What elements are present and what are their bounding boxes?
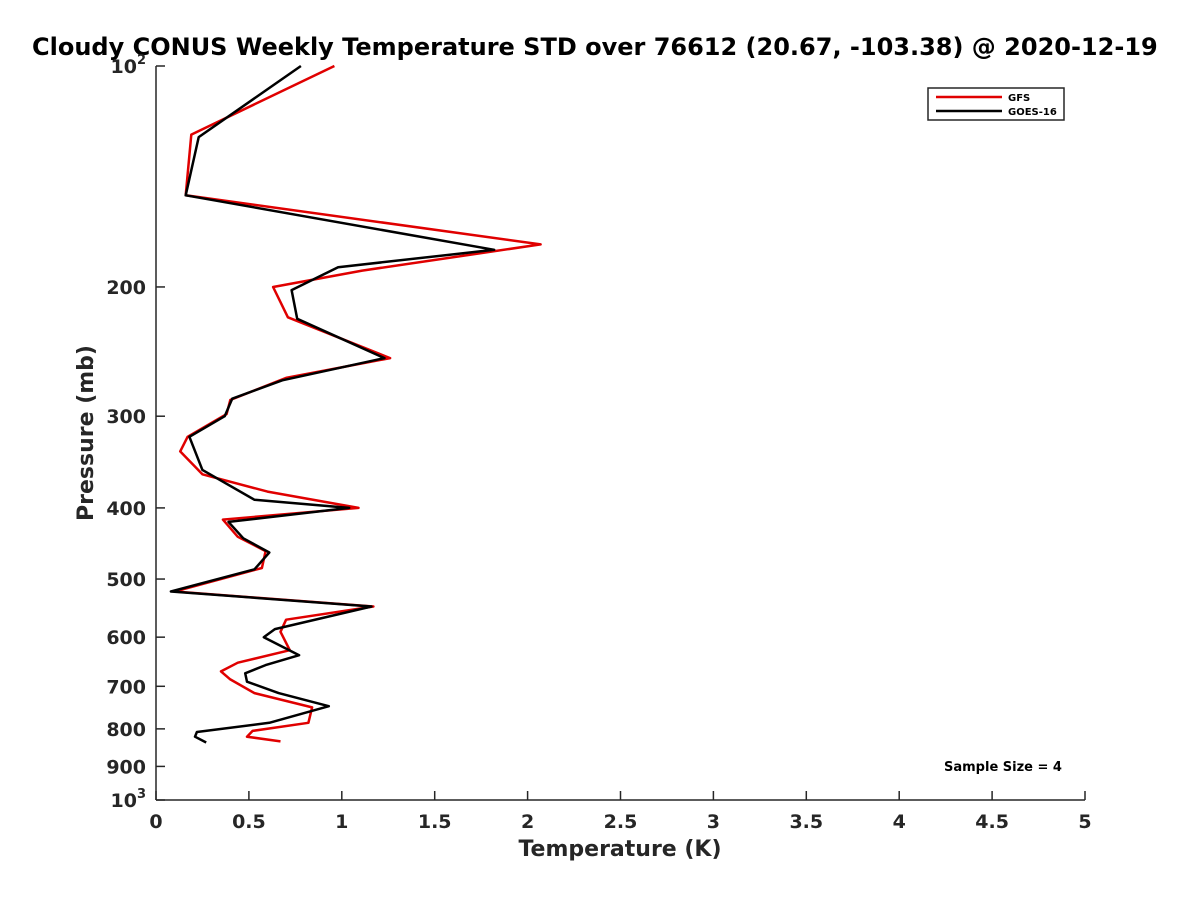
legend-label-gfs: GFS — [1008, 93, 1030, 104]
y-axis-label: Pressure (mb) — [74, 345, 99, 521]
x-axis-ticks: 0 0.5 1 1.5 2 2.5 3 3.5 4 4.5 5 — [149, 791, 1092, 833]
x-tick-label: 2.5 — [604, 811, 638, 833]
x-tick-label: 3 — [707, 811, 720, 833]
legend-label-goes16: GOES-16 — [1008, 107, 1057, 118]
chart-title: Cloudy CONUS Weekly Temperature STD over… — [32, 33, 1158, 61]
y-tick-label: 900 — [106, 756, 146, 778]
sample-size-annotation: Sample Size = 4 — [944, 760, 1062, 775]
y-tick-label: 700 — [106, 676, 146, 698]
x-tick-label: 1 — [335, 811, 348, 833]
x-tick-label: 4.5 — [975, 811, 1009, 833]
x-tick-label: 3.5 — [789, 811, 823, 833]
x-tick-label: 1.5 — [418, 811, 452, 833]
series-line-goes16 — [169, 64, 496, 744]
legend: GFS GOES-16 — [927, 87, 1065, 121]
legend-box — [927, 87, 1065, 121]
series-line-gfs — [173, 64, 542, 743]
y-tick-label: 400 — [106, 498, 146, 520]
y-tick-label: 600 — [106, 627, 146, 649]
y-tick-label: 200 — [106, 277, 146, 299]
x-tick-label: 2 — [521, 811, 534, 833]
plot-area: 0 0.5 1 1.5 2 2.5 3 3.5 4 4.5 5 102 200 300 400 500 600… — [106, 53, 1091, 833]
y-tick-label: 800 — [106, 719, 146, 741]
y-tick-label: 300 — [106, 406, 146, 428]
series-layer — [169, 64, 542, 744]
x-tick-label: 0 — [149, 811, 162, 833]
x-axis-label: Temperature (K) — [518, 837, 721, 862]
x-tick-label: 5 — [1078, 811, 1091, 833]
y-tick-label: 500 — [106, 569, 146, 591]
y-tick-label: 103 — [111, 787, 147, 812]
x-tick-label: 0.5 — [232, 811, 266, 833]
y-tick-label: 102 — [111, 53, 147, 78]
x-tick-label: 4 — [893, 811, 906, 833]
y-axis-ticks: 102 200 300 400 500 600 700 800 900 103 — [106, 53, 165, 812]
